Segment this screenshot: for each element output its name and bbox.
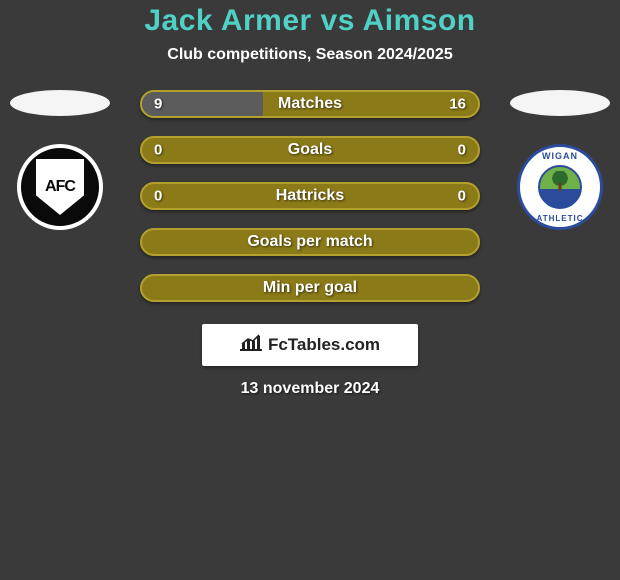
stat-bar: Goals per match bbox=[140, 228, 480, 256]
stat-stack: 9 Matches 16 0 Goals 0 0 Hattricks 0 Goals per ma… bbox=[140, 90, 480, 302]
stat-label: Goals bbox=[288, 141, 332, 159]
chart-icon bbox=[240, 333, 262, 358]
stat-bar: 9 Matches 16 bbox=[140, 90, 480, 118]
stat-label: Hattricks bbox=[276, 187, 344, 205]
stat-right-value: 0 bbox=[458, 188, 466, 205]
tree-icon bbox=[551, 171, 569, 189]
page-title: Jack Armer vs Aimson bbox=[0, 4, 620, 38]
stat-right-value: 0 bbox=[458, 142, 466, 159]
date-text: 13 november 2024 bbox=[0, 380, 620, 398]
stat-label: Min per goal bbox=[263, 279, 357, 297]
brand-box[interactable]: FcTables.com bbox=[202, 324, 418, 366]
player-right-column: WIGAN ATHLETIC bbox=[510, 90, 610, 230]
stat-bar: 0 Goals 0 bbox=[140, 136, 480, 164]
player-right-placeholder bbox=[510, 90, 610, 116]
player-left-column: AFC bbox=[10, 90, 110, 230]
stat-left-value: 9 bbox=[154, 96, 162, 113]
body-area: AFC WIGAN ATHLETIC 9 Matches 16 0 Goals 0 0 Hat… bbox=[0, 90, 620, 398]
club-right-inner bbox=[538, 165, 582, 209]
club-logo-left: AFC bbox=[17, 144, 103, 230]
shield-icon: AFC bbox=[36, 159, 84, 215]
player-left-placeholder bbox=[10, 90, 110, 116]
club-right-top-text: WIGAN bbox=[520, 151, 600, 161]
subtitle: Club competitions, Season 2024/2025 bbox=[0, 46, 620, 64]
stat-left-value: 0 bbox=[154, 142, 162, 159]
club-logo-right: WIGAN ATHLETIC bbox=[517, 144, 603, 230]
club-left-short: AFC bbox=[45, 178, 75, 196]
club-right-bottom-text: ATHLETIC bbox=[520, 214, 600, 223]
stat-label: Goals per match bbox=[247, 233, 372, 251]
stat-bar: 0 Hattricks 0 bbox=[140, 182, 480, 210]
stat-label: Matches bbox=[278, 95, 342, 113]
stat-left-value: 0 bbox=[154, 188, 162, 205]
stat-bar: Min per goal bbox=[140, 274, 480, 302]
brand-name: FcTables.com bbox=[268, 335, 380, 355]
stat-right-value: 16 bbox=[449, 96, 466, 113]
comparison-card: Jack Armer vs Aimson Club competitions, … bbox=[0, 0, 620, 398]
